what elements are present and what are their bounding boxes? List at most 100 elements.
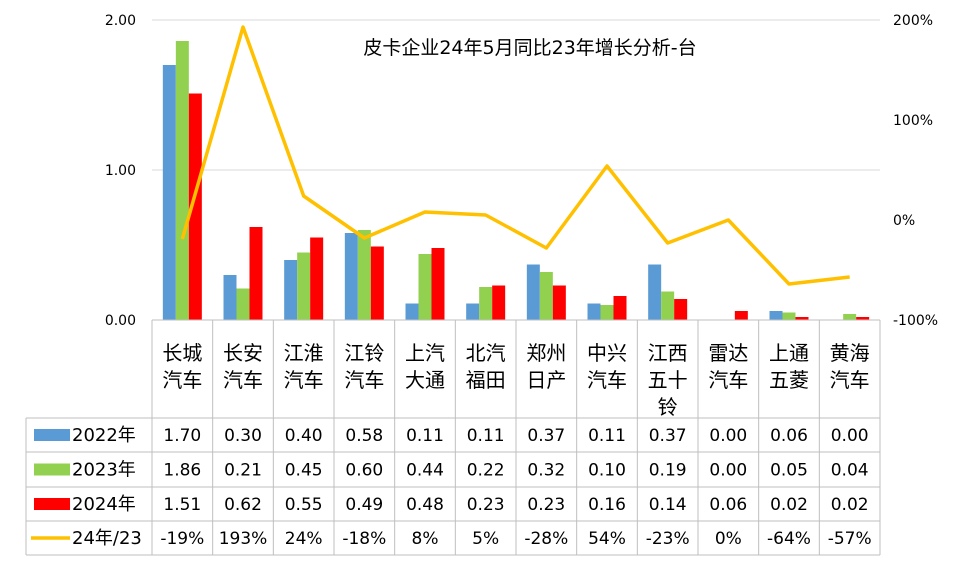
bar-2022年 — [163, 65, 176, 320]
legend-label: 2022年 — [72, 425, 136, 446]
category-label: 长安 — [223, 341, 263, 365]
bar-2022年 — [406, 304, 419, 321]
category-label: 中兴 — [587, 341, 627, 365]
category-label: 汽车 — [223, 368, 263, 392]
data-label: 0.16 — [588, 495, 626, 515]
data-label: 0.37 — [527, 426, 565, 446]
y-right-tick-label: 0% — [893, 213, 915, 229]
data-label: 0.22 — [467, 461, 505, 481]
data-label: 0.05 — [770, 461, 808, 481]
category-label: 汽车 — [708, 368, 748, 392]
y-left-tick-label: 1.00 — [105, 163, 136, 179]
data-label: 0.11 — [588, 426, 626, 446]
line-series — [182, 27, 850, 284]
line-24年/23 — [182, 27, 849, 284]
bar-2023年 — [540, 272, 553, 320]
bar-2024年 — [310, 238, 323, 321]
bar-2023年 — [601, 305, 614, 320]
data-label: -23% — [646, 529, 690, 549]
category-label: 江铃 — [344, 341, 384, 365]
data-label: 0.14 — [649, 495, 687, 515]
data-label: 0.30 — [224, 426, 262, 446]
bar-2024年 — [674, 299, 687, 320]
data-label: 1.51 — [163, 495, 201, 515]
category-label: 五菱 — [769, 368, 809, 392]
y-right-tick-label: 100% — [893, 113, 933, 129]
bar-2023年 — [176, 41, 189, 320]
data-label: 0.04 — [831, 461, 869, 481]
data-label: 5% — [472, 529, 499, 549]
bar-2023年 — [358, 230, 371, 320]
category-label: 江西 — [648, 341, 688, 365]
data-label: 0.55 — [285, 495, 323, 515]
legend-label: 2024年 — [72, 494, 136, 515]
category-label: 福田 — [466, 368, 506, 392]
data-label: 0.21 — [224, 461, 262, 481]
bar-2024年 — [371, 247, 384, 321]
category-label: 日产 — [526, 368, 566, 392]
data-label: 24% — [285, 529, 323, 549]
bar-2022年 — [770, 311, 783, 320]
category-label: 长城 — [162, 341, 202, 365]
category-label: 雷达 — [708, 341, 748, 365]
chart-title: 皮卡企业24年5月同比23年增长分析-台 — [363, 37, 696, 59]
category-label: 江淮 — [284, 341, 324, 365]
bar-2024年 — [250, 227, 263, 320]
data-label: 0.23 — [467, 495, 505, 515]
bar-2024年 — [614, 296, 627, 320]
data-table: 长城汽车长安汽车江淮汽车江铃汽车上汽大通北汽福田郑州日产中兴汽车江西五十铃雷达汽… — [26, 320, 880, 555]
data-label: 193% — [219, 529, 268, 549]
bar-2022年 — [224, 275, 237, 320]
bar-2023年 — [297, 253, 310, 321]
category-label: 汽车 — [344, 368, 384, 392]
category-label: 上汽 — [405, 341, 445, 365]
category-label: 北汽 — [466, 341, 506, 365]
bar-2023年 — [237, 289, 250, 321]
data-label: 0.06 — [709, 495, 747, 515]
bar-2023年 — [843, 314, 856, 320]
category-label: 黄海 — [830, 341, 870, 365]
category-label: 汽车 — [830, 368, 870, 392]
legend-swatch-2022年 — [34, 429, 70, 441]
data-label: 0.11 — [467, 426, 505, 446]
category-label: 汽车 — [587, 368, 627, 392]
data-label: 0.11 — [406, 426, 444, 446]
data-label: 54% — [588, 529, 626, 549]
bar-2024年 — [492, 286, 505, 321]
bar-2023年 — [479, 287, 492, 320]
category-label: 汽车 — [162, 368, 202, 392]
data-label: 0% — [715, 529, 742, 549]
data-label: 0.58 — [345, 426, 383, 446]
category-label: 汽车 — [284, 368, 324, 392]
data-label: 8% — [412, 529, 439, 549]
data-label: -28% — [524, 529, 568, 549]
bar-2022年 — [466, 304, 479, 321]
data-label: 0.62 — [224, 495, 262, 515]
category-label: 上通 — [769, 341, 809, 365]
category-label: 大通 — [405, 368, 445, 392]
category-label: 五十 — [648, 368, 688, 392]
y-left-tick-label: 0.00 — [105, 313, 136, 329]
data-label: 0.02 — [770, 495, 808, 515]
bar-series — [163, 41, 869, 320]
category-label: 郑州 — [526, 341, 566, 365]
bar-2023年 — [661, 292, 674, 321]
data-label: -57% — [828, 529, 872, 549]
legend-label: 2023年 — [72, 460, 136, 481]
bar-2024年 — [553, 286, 566, 321]
data-label: 0.10 — [588, 461, 626, 481]
data-label: -18% — [342, 529, 386, 549]
bar-2024年 — [735, 311, 748, 320]
data-label: 1.86 — [163, 461, 201, 481]
data-label: -64% — [767, 529, 811, 549]
data-label: -19% — [160, 529, 204, 549]
data-label: 0.23 — [527, 495, 565, 515]
bar-2023年 — [783, 313, 796, 321]
bar-2022年 — [648, 265, 661, 321]
bar-2023年 — [419, 254, 432, 320]
data-label: 0.32 — [527, 461, 565, 481]
legend-swatch-2023年 — [34, 464, 70, 476]
data-label: 0.49 — [345, 495, 383, 515]
